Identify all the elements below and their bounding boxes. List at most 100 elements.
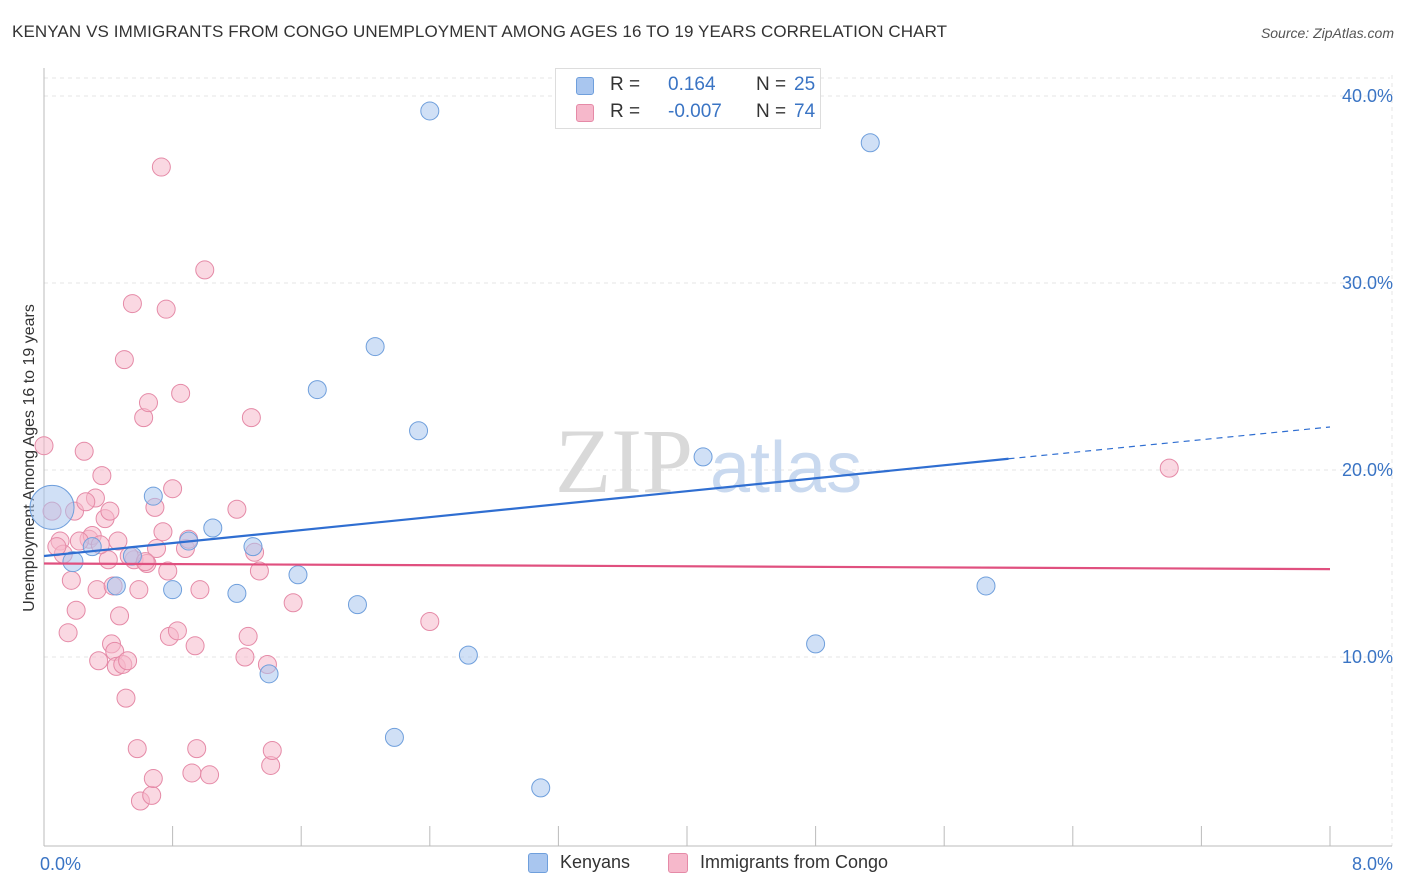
kenyan-point: [409, 421, 429, 441]
congo-point: [182, 763, 202, 783]
congo-point: [89, 651, 109, 671]
congo-point: [66, 600, 86, 620]
congo-point: [74, 441, 94, 461]
watermark-zip: ZIP: [555, 410, 693, 512]
congo-point: [235, 647, 255, 667]
congo-point: [34, 436, 54, 456]
kenyan-point: [307, 380, 327, 400]
legend-label-congo: Immigrants from Congo: [700, 852, 889, 872]
chart-title: KENYAN VS IMMIGRANTS FROM CONGO UNEMPLOY…: [12, 22, 948, 41]
congo-point: [58, 623, 78, 643]
kenyan-point: [227, 583, 247, 603]
congo-point: [190, 580, 210, 600]
kenyan-point: [62, 551, 84, 573]
kenyan-point: [163, 580, 183, 600]
y-tick-label: 20.0%: [1342, 460, 1393, 480]
watermark: ZIP atlas: [555, 410, 862, 512]
congo-point: [249, 561, 269, 581]
congo-point: [114, 350, 134, 370]
congo-point: [153, 522, 173, 542]
legend-n-value: 74: [794, 101, 816, 122]
kenyan-point: [693, 447, 713, 467]
legend-r-label: R =: [610, 101, 641, 122]
congo-point: [138, 393, 158, 413]
congo-point: [122, 294, 142, 314]
congo-point: [76, 492, 96, 512]
congo-point: [47, 537, 67, 557]
congo-point: [163, 479, 183, 499]
x-tick-label-min: 0.0%: [40, 854, 81, 874]
congo-point: [171, 383, 191, 403]
kenyan-point: [82, 537, 102, 557]
congo-point: [127, 739, 147, 759]
kenyan-point: [106, 576, 126, 596]
source-note: Source: ZipAtlas.com: [1260, 25, 1394, 41]
kenyan-point: [288, 565, 308, 585]
kenyan-point: [122, 546, 142, 566]
legend-r-label: R =: [610, 74, 641, 95]
congo-point: [151, 157, 171, 177]
congo-point: [1159, 458, 1179, 478]
kenyan-point: [531, 778, 551, 798]
kenyan-point: [365, 337, 385, 357]
congo-point: [200, 765, 220, 785]
series-legend: Kenyans Immigrants from Congo: [0, 850, 1406, 878]
congo-point: [227, 499, 247, 519]
legend-swatch-kenyans: [576, 77, 594, 95]
y-tick-label: 10.0%: [1342, 647, 1393, 667]
correlation-legend: R = 0.164 N = 25 R = -0.007 N = 74: [555, 68, 821, 129]
congo-point: [158, 561, 178, 581]
kenyan-point: [347, 595, 367, 615]
legend-n-label: N =: [756, 74, 787, 95]
legend-n-label: N =: [756, 101, 787, 122]
congo-point: [110, 606, 130, 626]
tick-labels: 10.0% 20.0% 30.0% 40.0% 0.0% 8.0%: [40, 86, 1393, 874]
congo-point: [187, 739, 207, 759]
legend-swatch-kenyans-bottom: [528, 853, 548, 873]
congo-point: [118, 651, 138, 671]
kenyan-point: [420, 101, 440, 121]
legend-r-value: -0.007: [668, 101, 722, 122]
congo-point: [143, 769, 163, 789]
congo-point: [129, 580, 149, 600]
kenyan-point: [384, 727, 404, 747]
kenyan-point: [976, 576, 996, 596]
congo-trend-line: [43, 562, 1331, 571]
kenyan-point: [259, 664, 279, 684]
x-tick-label-max: 8.0%: [1352, 854, 1393, 874]
series-kenyans-points: [29, 101, 996, 798]
kenyans-trend-line: [43, 457, 1009, 558]
legend-r-value: 0.164: [668, 74, 716, 95]
axes: [43, 68, 1392, 847]
congo-point: [185, 636, 205, 656]
kenyan-point: [143, 486, 163, 506]
kenyan-point: [860, 133, 880, 153]
congo-point: [87, 580, 107, 600]
y-tick-label: 40.0%: [1342, 86, 1393, 106]
kenyan-point: [243, 537, 263, 557]
legend-n-value: 25: [794, 74, 816, 95]
congo-point: [61, 570, 81, 590]
congo-point: [156, 299, 176, 319]
kenyans-trend-extension: [1008, 426, 1331, 460]
kenyan-point: [203, 518, 223, 538]
congo-point: [241, 408, 261, 428]
congo-point: [100, 501, 120, 521]
congo-point: [116, 688, 136, 708]
congo-point: [142, 785, 162, 805]
kenyan-point: [806, 634, 826, 654]
congo-point: [420, 611, 440, 631]
y-tick-label: 30.0%: [1342, 273, 1393, 293]
congo-point: [167, 621, 187, 641]
congo-point: [238, 626, 258, 646]
watermark-atlas: atlas: [710, 428, 862, 508]
congo-point: [195, 260, 215, 280]
kenyan-point: [458, 645, 478, 665]
congo-point: [262, 741, 282, 760]
kenyan-point: [29, 484, 75, 530]
legend-label-kenyans: Kenyans: [560, 852, 631, 872]
trend-lines: [43, 426, 1331, 571]
legend-swatch-congo: [576, 104, 594, 122]
congo-point: [283, 593, 303, 613]
